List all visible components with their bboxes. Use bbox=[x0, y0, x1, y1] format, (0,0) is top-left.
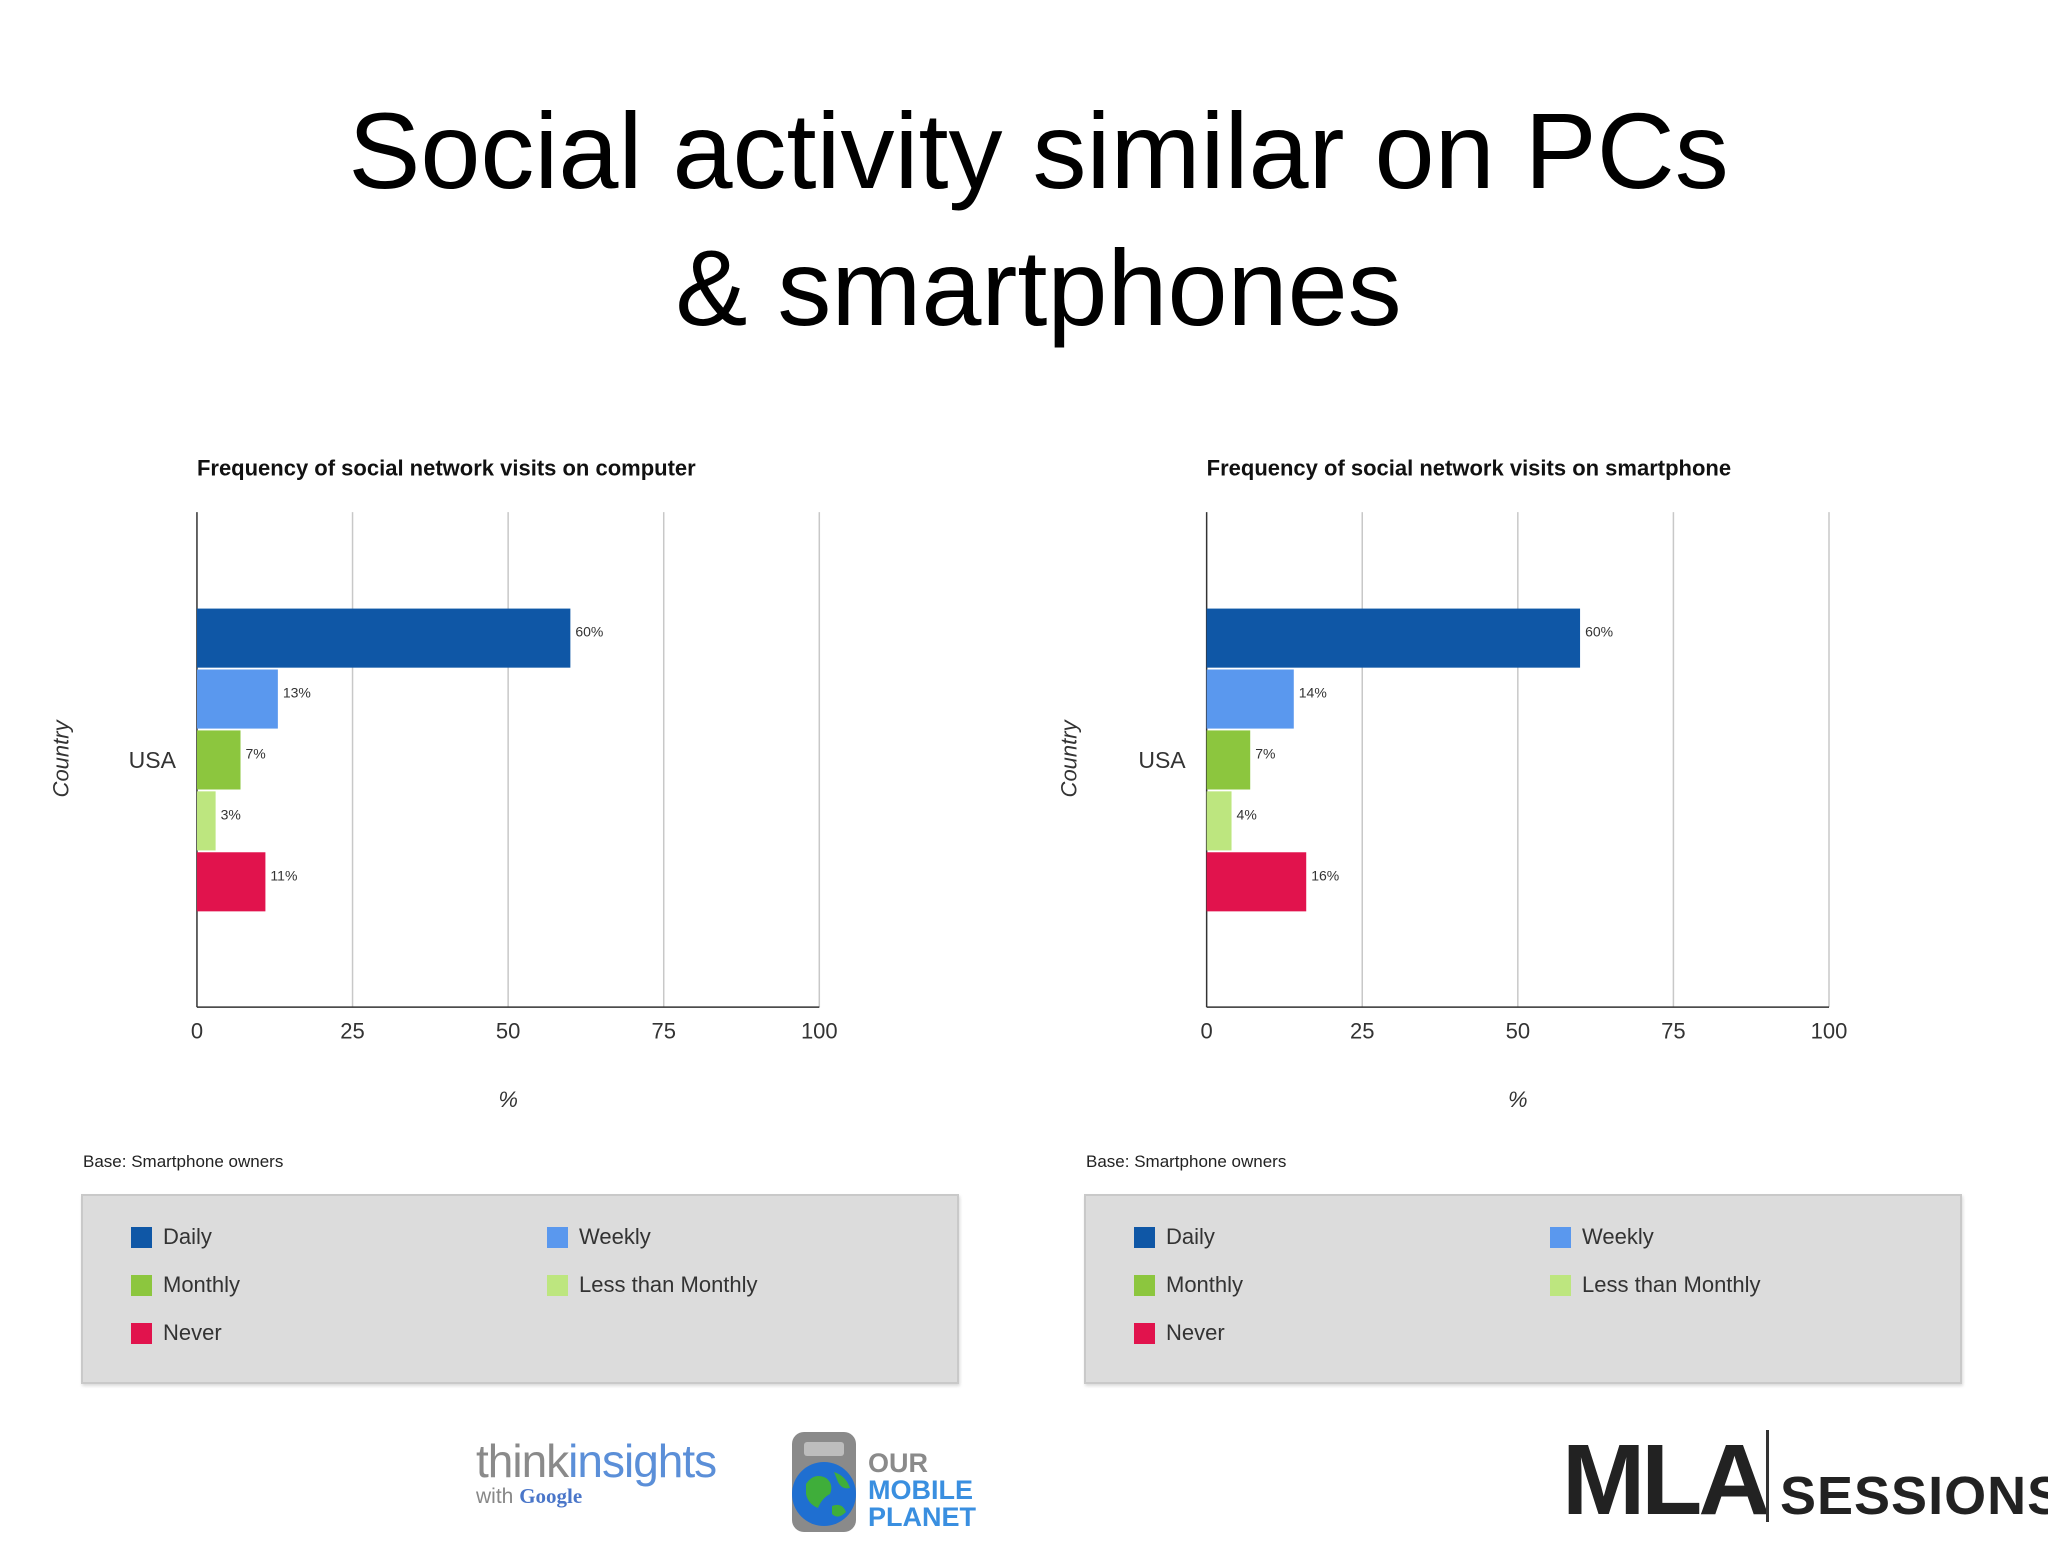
legend-label: Never bbox=[1166, 1320, 1225, 1345]
x-tick-label: 25 bbox=[1350, 1019, 1374, 1044]
our-mobile-planet-logo: OUR MOBILE PLANET bbox=[784, 1428, 994, 1536]
x-tick-label: 100 bbox=[1811, 1019, 1848, 1044]
data-label: 60% bbox=[1585, 624, 1613, 640]
legend-label: Weekly bbox=[1582, 1224, 1654, 1249]
chart-smartphone: Frequency of social network visits on sm… bbox=[1057, 455, 1848, 1112]
mla-divider bbox=[1766, 1430, 1769, 1522]
bar-monthly bbox=[1206, 730, 1251, 790]
y-axis-title: Country bbox=[48, 718, 73, 797]
data-label: 3% bbox=[221, 806, 241, 822]
data-label: 7% bbox=[1255, 745, 1275, 761]
sessions-logo-text: SESSIONS bbox=[1780, 1466, 2048, 1526]
data-label: 13% bbox=[283, 684, 311, 700]
x-tick-label: 0 bbox=[191, 1019, 203, 1044]
legend-swatch bbox=[1550, 1226, 1571, 1248]
legend-swatch bbox=[131, 1322, 152, 1344]
legend-item-weekly: Weekly bbox=[547, 1222, 651, 1252]
bar-never bbox=[196, 852, 266, 912]
x-tick-label: 25 bbox=[340, 1019, 364, 1044]
chart-title: Frequency of social network visits on sm… bbox=[1207, 455, 1731, 480]
bar-never bbox=[1206, 852, 1307, 912]
legend-item-never: Never bbox=[131, 1318, 222, 1348]
legend-item-less-than-monthly: Less than Monthly bbox=[547, 1270, 758, 1300]
x-tick-label: 75 bbox=[651, 1019, 675, 1044]
legend-label: Monthly bbox=[1166, 1272, 1244, 1297]
omp-our-text: OUR bbox=[868, 1448, 928, 1478]
x-tick-label: 50 bbox=[1506, 1019, 1530, 1044]
chart-title: Frequency of social network visits on co… bbox=[197, 455, 696, 480]
base-note-smartphone: Base: Smartphone owners bbox=[1086, 1152, 1287, 1171]
bar-daily bbox=[1206, 608, 1581, 668]
category-label: USA bbox=[1138, 747, 1186, 773]
slide-title-line-1: Social activity similar on PCs bbox=[348, 90, 1729, 211]
y-axis-title: Country bbox=[1057, 718, 1082, 797]
data-label: 7% bbox=[246, 745, 266, 761]
legend-label: Monthly bbox=[163, 1272, 241, 1297]
legend-item-monthly: Monthly bbox=[131, 1270, 240, 1300]
think-logo-text: think bbox=[476, 1435, 569, 1487]
legend-computer: Daily Weekly Monthly Less than Monthly Never bbox=[81, 1194, 959, 1384]
legend-label: Weekly bbox=[579, 1224, 651, 1249]
bar-weekly bbox=[1206, 669, 1294, 729]
mla-logo-text: MLA bbox=[1562, 1424, 1771, 1536]
omp-planet-text: PLANET bbox=[868, 1502, 976, 1532]
legend-item-monthly: Monthly bbox=[1134, 1270, 1243, 1300]
base-note-computer: Base: Smartphone owners bbox=[83, 1152, 284, 1171]
data-label: 60% bbox=[575, 624, 603, 640]
globe-phone-icon bbox=[792, 1432, 856, 1532]
omp-mobile-text: MOBILE bbox=[868, 1475, 973, 1505]
bar-less-than-monthly bbox=[196, 791, 216, 851]
data-label: 14% bbox=[1299, 684, 1327, 700]
bar-daily bbox=[196, 608, 571, 668]
legend-swatch bbox=[1134, 1226, 1155, 1248]
bar-monthly bbox=[196, 730, 241, 790]
legend-item-weekly: Weekly bbox=[1550, 1222, 1654, 1252]
x-axis-title: % bbox=[498, 1087, 518, 1112]
legend-swatch bbox=[131, 1274, 152, 1296]
x-tick-label: 75 bbox=[1661, 1019, 1685, 1044]
legend-item-less-than-monthly: Less than Monthly bbox=[1550, 1270, 1761, 1300]
legend-label: Daily bbox=[1166, 1224, 1215, 1249]
thinkinsights-logo: thinkinsights with Google bbox=[476, 1435, 717, 1509]
legend-item-never: Never bbox=[1134, 1318, 1225, 1348]
legend-swatch bbox=[1134, 1274, 1155, 1296]
slide-title: Social activity similar on PCs & smartph… bbox=[0, 82, 2048, 356]
legend-label: Daily bbox=[163, 1224, 212, 1249]
x-tick-label: 50 bbox=[496, 1019, 520, 1044]
mla-sessions-logo: MLA SESSIONS bbox=[1562, 1426, 2048, 1536]
x-tick-label: 100 bbox=[801, 1019, 838, 1044]
legend-item-daily: Daily bbox=[131, 1222, 212, 1252]
x-tick-label: 0 bbox=[1201, 1019, 1213, 1044]
legend-swatch bbox=[547, 1274, 568, 1296]
data-label: 4% bbox=[1237, 806, 1257, 822]
category-label: USA bbox=[129, 747, 177, 773]
bar-weekly bbox=[196, 669, 278, 729]
data-label: 11% bbox=[270, 867, 297, 883]
legend-smartphone: Daily Weekly Monthly Less than Monthly Never bbox=[1084, 1194, 1962, 1384]
legend-swatch bbox=[1550, 1274, 1571, 1296]
x-axis-title: % bbox=[1508, 1087, 1528, 1112]
legend-item-daily: Daily bbox=[1134, 1222, 1215, 1252]
legend-label: Never bbox=[163, 1320, 222, 1345]
with-text: with bbox=[476, 1485, 514, 1508]
legend-label: Less than Monthly bbox=[1582, 1272, 1761, 1297]
insights-logo-text: insights bbox=[568, 1435, 717, 1487]
legend-swatch bbox=[547, 1226, 568, 1248]
legend-swatch bbox=[1134, 1322, 1155, 1344]
bar-less-than-monthly bbox=[1206, 791, 1232, 851]
google-logo-text: Google bbox=[519, 1484, 583, 1508]
data-label: 16% bbox=[1311, 867, 1339, 883]
slide-title-line-2: & smartphones bbox=[675, 227, 1402, 348]
legend-swatch bbox=[131, 1226, 152, 1248]
legend-label: Less than Monthly bbox=[579, 1272, 758, 1297]
chart-computer: Frequency of social network visits on co… bbox=[48, 455, 837, 1112]
